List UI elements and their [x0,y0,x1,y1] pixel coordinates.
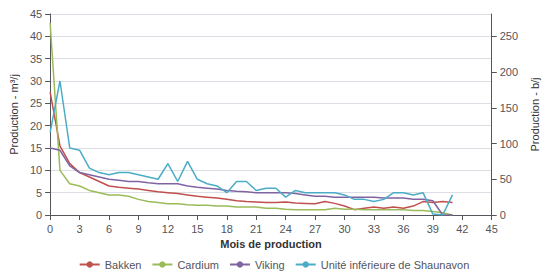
svg-text:40: 40 [30,30,42,42]
svg-text:6: 6 [106,223,112,235]
svg-text:Production - b/j: Production - b/j [529,78,541,152]
svg-text:0: 0 [47,223,53,235]
svg-text:Cardium: Cardium [177,259,219,271]
svg-text:24: 24 [280,223,292,235]
svg-text:Viking: Viking [255,259,285,271]
svg-text:Mois de production: Mois de production [220,238,322,250]
svg-text:12: 12 [162,223,174,235]
svg-text:0: 0 [36,209,42,221]
svg-text:250: 250 [500,30,518,42]
svg-text:50: 50 [500,173,512,185]
svg-text:18: 18 [221,223,233,235]
svg-text:150: 150 [500,102,518,114]
svg-text:21: 21 [250,223,262,235]
svg-text:5: 5 [36,187,42,199]
svg-text:27: 27 [309,223,321,235]
svg-text:3: 3 [77,223,83,235]
svg-text:30: 30 [338,223,350,235]
svg-text:45: 45 [30,8,42,20]
svg-text:42: 42 [456,223,468,235]
svg-text:30: 30 [30,75,42,87]
svg-text:Bakken: Bakken [105,259,142,271]
svg-text:200: 200 [500,66,518,78]
svg-text:39: 39 [427,223,439,235]
svg-text:25: 25 [30,97,42,109]
svg-text:15: 15 [191,223,203,235]
svg-text:Unité inférieure de Shaunavon: Unité inférieure de Shaunavon [321,259,470,271]
svg-text:0: 0 [500,209,506,221]
svg-text:100: 100 [500,138,518,150]
svg-text:15: 15 [30,142,42,154]
svg-text:45: 45 [486,223,498,235]
svg-text:9: 9 [135,223,141,235]
svg-text:35: 35 [30,53,42,65]
svg-text:33: 33 [368,223,380,235]
svg-text:10: 10 [30,164,42,176]
svg-text:36: 36 [397,223,409,235]
svg-text:20: 20 [30,120,42,132]
svg-text:Production - m³/j: Production - m³/j [8,74,20,155]
